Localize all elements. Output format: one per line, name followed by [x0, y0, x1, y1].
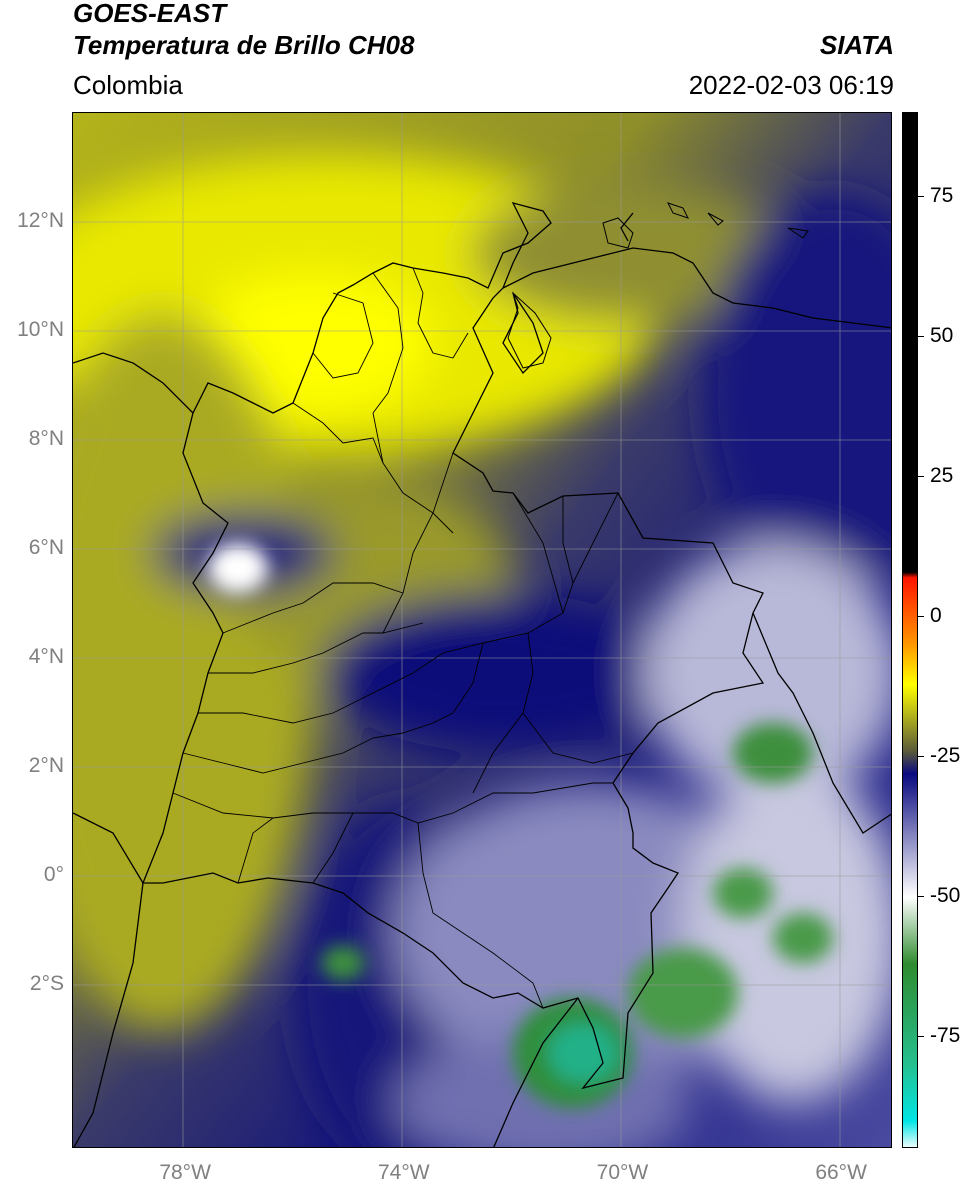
- region-label: Colombia: [73, 70, 183, 100]
- latitude-label: 4°N: [28, 645, 64, 669]
- imagery-cold-tops: [208, 543, 833, 1108]
- colorbar: [902, 112, 918, 1148]
- latitude-label: 10°N: [17, 318, 64, 342]
- latitude-label: 2°S: [29, 972, 64, 996]
- colorbar-tick: [918, 336, 924, 337]
- satellite-map: [72, 112, 892, 1148]
- coastline-islands: [507, 202, 809, 369]
- colorbar-tick: [918, 1036, 924, 1037]
- latitude-label: 6°N: [28, 536, 64, 560]
- longitude-label: 70°W: [596, 1161, 649, 1184]
- colorbar-label: -25: [930, 744, 961, 767]
- imagery-cloud-fields: [73, 153, 891, 1147]
- latitude-label: 8°N: [28, 427, 64, 451]
- colorbar-label: -75: [930, 1024, 961, 1047]
- country-borders: [73, 202, 891, 1147]
- latitude-label: 0°: [43, 863, 64, 887]
- map-canvas: [73, 113, 891, 1147]
- colorbar-tick: [918, 756, 924, 757]
- colorbar-label: 50: [930, 324, 954, 347]
- colorbar-tick: [918, 196, 924, 197]
- colorbar-tick: [918, 616, 924, 617]
- timestamp-label: 2022-02-03 06:19: [688, 70, 894, 100]
- satellite-title: GOES-EAST: [73, 0, 227, 28]
- latitude-label: 2°N: [28, 754, 64, 778]
- colorbar-tick: [918, 896, 924, 897]
- colorbar-label: 25: [930, 464, 954, 487]
- colorbar-label: 0: [930, 604, 942, 627]
- colorbar-tick: [918, 476, 924, 477]
- colorbar-gradient: [903, 113, 917, 1147]
- longitude-label: 66°W: [815, 1161, 867, 1184]
- colorbar-label: 75: [930, 184, 954, 207]
- gridlines: [73, 113, 891, 1147]
- colorbar-label: -50: [930, 884, 961, 907]
- department-borders: [172, 267, 634, 1009]
- colorbar-canvas: [903, 113, 917, 1147]
- latitude-label: 12°N: [17, 209, 64, 233]
- product-title: Temperatura de Brillo CH08: [73, 30, 415, 60]
- longitude-label: 78°W: [159, 1161, 211, 1184]
- longitude-label: 74°W: [378, 1161, 430, 1184]
- source-label: SIATA: [819, 30, 894, 60]
